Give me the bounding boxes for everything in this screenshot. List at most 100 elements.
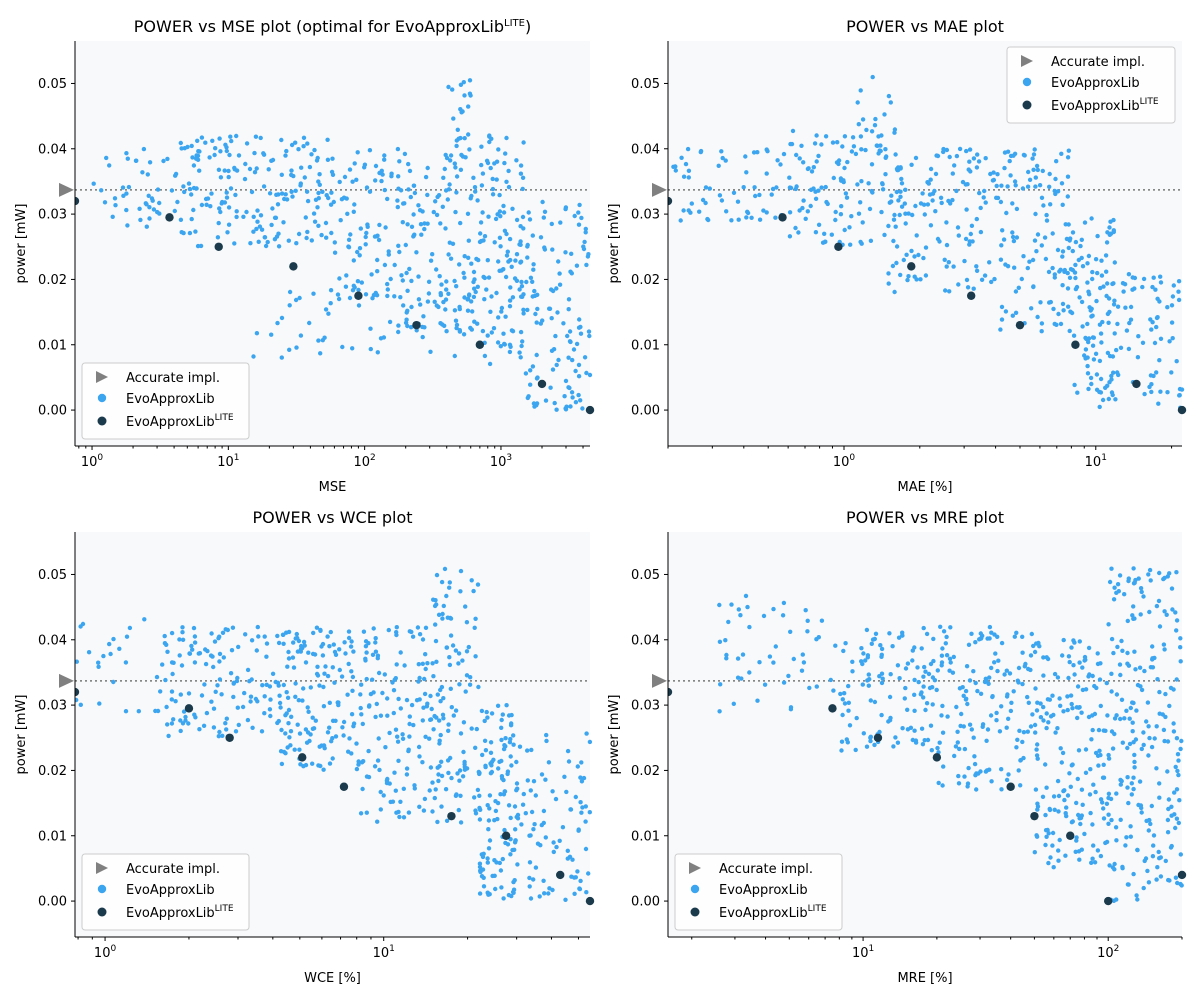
evoapprox-point bbox=[842, 134, 848, 139]
evoapprox-point bbox=[383, 745, 388, 750]
evoapprox-point bbox=[1017, 728, 1022, 733]
evoapprox-point bbox=[1157, 624, 1163, 629]
evoapprox-point bbox=[462, 767, 468, 772]
evoapprox-point bbox=[421, 705, 426, 710]
evoapprox-point bbox=[1050, 693, 1055, 698]
evoapprox-point bbox=[814, 684, 819, 689]
evoapprox-point bbox=[1073, 239, 1079, 245]
evoapprox-point bbox=[500, 712, 505, 717]
evoapprox-point bbox=[407, 721, 412, 727]
evoapprox-point bbox=[1111, 650, 1116, 656]
y-tick-label: 0.03 bbox=[38, 208, 67, 223]
evoapprox-point bbox=[1043, 762, 1048, 767]
evoapprox-point bbox=[455, 771, 460, 776]
evoapprox-point bbox=[224, 727, 229, 732]
evoapprox-point bbox=[1015, 737, 1020, 742]
evoapprox-point bbox=[346, 635, 352, 641]
evoapprox-point bbox=[587, 739, 593, 745]
evoapprox-point bbox=[428, 765, 434, 770]
evoapprox-point bbox=[1090, 313, 1095, 318]
evoapprox-point bbox=[567, 329, 573, 334]
evoapprox-point bbox=[350, 688, 355, 693]
evoapprox-point bbox=[921, 695, 926, 700]
evoapprox-point bbox=[386, 627, 391, 633]
evoapprox-point bbox=[1130, 287, 1135, 292]
evoapprox-point bbox=[281, 749, 287, 755]
evoapprox-point bbox=[1109, 636, 1115, 642]
evoapprox-point bbox=[1002, 165, 1007, 171]
evoapprox-point bbox=[1032, 147, 1037, 152]
evoapprox-point bbox=[1150, 320, 1155, 325]
evoapprox-point bbox=[1105, 713, 1110, 718]
evoapprox-point bbox=[437, 274, 442, 279]
evoapprox-point bbox=[1142, 391, 1147, 397]
evoapprox-point bbox=[352, 161, 357, 166]
evoapprox-point bbox=[447, 655, 452, 660]
evoapprox-point bbox=[404, 697, 410, 703]
evoapprox-point bbox=[422, 796, 428, 802]
evoapprox-point bbox=[420, 334, 425, 340]
evoapprox-point bbox=[461, 720, 467, 725]
evoapprox-point bbox=[1111, 597, 1117, 602]
evoapprox-point bbox=[313, 718, 318, 723]
evoapprox-point bbox=[458, 135, 463, 141]
evoapprox-point bbox=[1076, 257, 1082, 263]
evoapprox-point bbox=[1048, 202, 1053, 207]
evoapprox-point bbox=[421, 808, 427, 813]
evoapprox-point bbox=[578, 324, 583, 330]
evoapprox-point bbox=[1002, 672, 1007, 677]
evoapprox-point bbox=[489, 330, 494, 335]
evoapprox-point bbox=[925, 737, 931, 743]
evoapprox-point bbox=[1057, 837, 1062, 843]
evoapprox-point bbox=[1007, 671, 1013, 676]
evoapprox-point bbox=[279, 355, 284, 360]
evoapprox-point bbox=[417, 804, 422, 809]
evoapprox-point bbox=[469, 578, 474, 583]
evoapprox-point bbox=[1176, 297, 1182, 303]
evoapprox-point bbox=[330, 665, 335, 670]
evoapprox-point bbox=[1045, 697, 1051, 702]
evoapprox-point bbox=[355, 249, 360, 255]
evoapprox-point bbox=[444, 593, 449, 599]
evoapprox-point bbox=[1099, 273, 1105, 278]
evoapprox-point bbox=[882, 112, 887, 117]
evoapprox-point bbox=[395, 204, 400, 210]
evoapprox-point bbox=[1031, 152, 1037, 157]
evoapprox-point bbox=[822, 231, 827, 236]
evoapprox-point bbox=[744, 215, 749, 220]
evoapprox-point bbox=[479, 708, 485, 714]
evoapprox-point bbox=[912, 692, 917, 697]
evoapprox-point bbox=[505, 842, 511, 847]
evoapprox-point bbox=[366, 704, 372, 709]
evoapprox-point bbox=[425, 165, 430, 171]
evoapprox-point bbox=[988, 171, 993, 177]
evoapprox-point bbox=[325, 137, 330, 142]
evoapprox-point bbox=[839, 748, 844, 753]
evoapprox-point bbox=[1035, 700, 1040, 705]
legend-box bbox=[81, 362, 250, 440]
evoapprox-point bbox=[853, 747, 858, 753]
evoapprox-point bbox=[473, 654, 478, 659]
evoapprox-point bbox=[473, 616, 478, 621]
evoapprox-point bbox=[378, 336, 384, 341]
evoapprox-point bbox=[1145, 700, 1151, 705]
evoapprox-point bbox=[288, 729, 294, 734]
evoapprox-point bbox=[423, 734, 428, 739]
evoapprox-point bbox=[1068, 784, 1074, 789]
evoapprox-point bbox=[1135, 682, 1141, 688]
evoapprox-point bbox=[830, 140, 836, 145]
evoapprox-point bbox=[497, 759, 502, 764]
evoapprox-point bbox=[232, 241, 237, 246]
evoapprox-point bbox=[937, 740, 942, 745]
evoapprox-point bbox=[1169, 843, 1174, 849]
evoapprox-point bbox=[301, 144, 306, 149]
evoapprox-point bbox=[941, 629, 947, 634]
legend-label-lite: EvoApproxLibLITE bbox=[1051, 97, 1159, 114]
evoapprox-point bbox=[572, 213, 577, 219]
evoapprox-point bbox=[550, 247, 555, 252]
evoapprox-point bbox=[850, 669, 855, 674]
evoapprox-point bbox=[192, 660, 198, 665]
evoapprox-point bbox=[144, 224, 149, 229]
evoapprox-point bbox=[707, 186, 712, 191]
evoapprox-point bbox=[407, 266, 412, 272]
